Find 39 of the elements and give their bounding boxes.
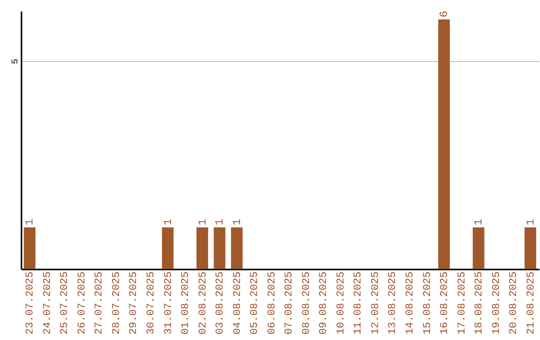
x-tick-label: 09.08.2025 bbox=[318, 272, 330, 335]
data-label: 1 bbox=[197, 218, 210, 226]
x-tick-label: 11.08.2025 bbox=[352, 272, 365, 335]
x-tick-label: 19.08.2025 bbox=[490, 272, 503, 335]
x-tick-label: 30.07.2025 bbox=[146, 272, 158, 335]
data-label: 6 bbox=[439, 10, 452, 18]
data-label: 1 bbox=[24, 218, 37, 226]
data-label: 1 bbox=[525, 218, 538, 226]
x-tick-label: 16.08.2025 bbox=[439, 272, 452, 335]
data-label: 1 bbox=[474, 218, 486, 226]
x-tick-label: 15.08.2025 bbox=[422, 272, 434, 335]
x-tick-label: 28.07.2025 bbox=[110, 272, 123, 335]
x-tick-label: 29.07.2025 bbox=[128, 272, 140, 335]
y-tick-label: 5 bbox=[10, 58, 20, 64]
x-tick-label: 08.08.2025 bbox=[300, 272, 313, 335]
x-tick-label: 10.08.2025 bbox=[335, 272, 348, 335]
data-label: 1 bbox=[214, 218, 227, 226]
x-tick-label: 12.08.2025 bbox=[370, 272, 382, 335]
x-tick-label: 23.07.2025 bbox=[24, 272, 37, 335]
x-tick-label: 03.08.2025 bbox=[214, 272, 227, 335]
data-label: 1 bbox=[232, 218, 244, 226]
x-tick-label: 25.07.2025 bbox=[59, 272, 72, 335]
x-tick-label: 01.08.2025 bbox=[180, 272, 192, 335]
x-tick-label: 31.07.2025 bbox=[162, 272, 175, 335]
x-tick-label: 17.08.2025 bbox=[456, 272, 468, 335]
x-tick-label: 02.08.2025 bbox=[197, 272, 210, 335]
x-tick-label: 18.08.2025 bbox=[474, 272, 486, 335]
x-tick-label: 05.08.2025 bbox=[249, 272, 262, 335]
x-tick-label: 24.07.2025 bbox=[42, 272, 54, 335]
x-tick-label: 14.08.2025 bbox=[404, 272, 416, 335]
x-tick-label: 26.07.2025 bbox=[76, 272, 88, 335]
x-tick-label: 07.08.2025 bbox=[284, 272, 296, 335]
x-tick-label: 04.08.2025 bbox=[232, 272, 244, 335]
x-tick-label: 21.08.2025 bbox=[525, 272, 538, 335]
x-tick-label: 27.07.2025 bbox=[94, 272, 106, 335]
x-tick-label: 13.08.2025 bbox=[387, 272, 400, 335]
x-tick-label: 06.08.2025 bbox=[266, 272, 278, 335]
data-label: 1 bbox=[162, 218, 175, 226]
x-tick-label: 20.08.2025 bbox=[508, 272, 520, 335]
